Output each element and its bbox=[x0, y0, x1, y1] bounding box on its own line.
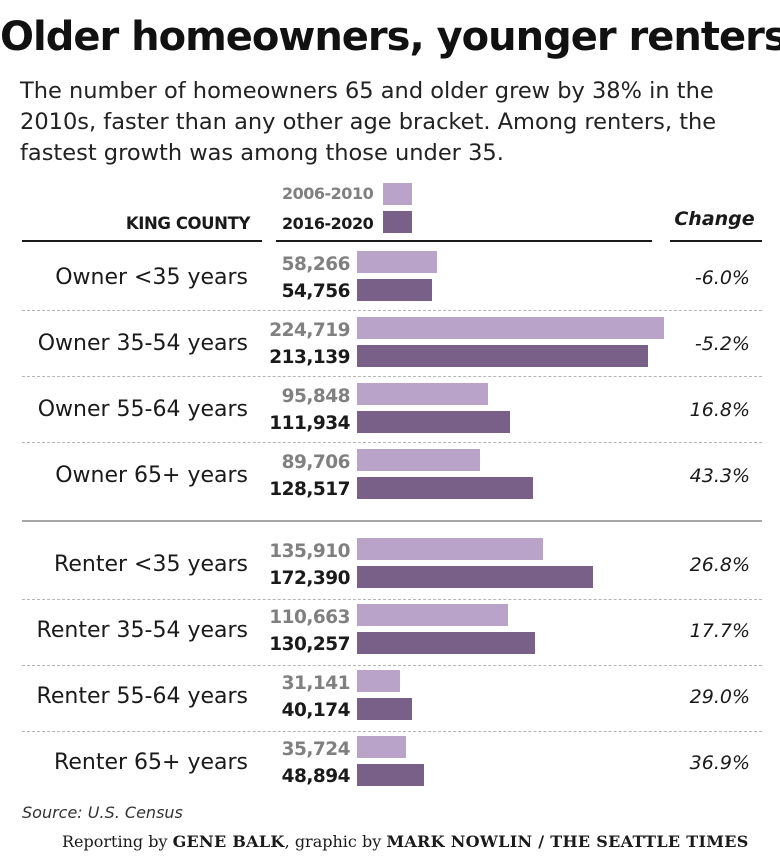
category-label: Renter <35 years bbox=[54, 552, 248, 577]
change-value: -6.0% bbox=[694, 267, 750, 289]
change-value: 26.8% bbox=[689, 554, 750, 576]
value-label-2016-2020: 111,934 bbox=[269, 413, 350, 434]
source-note: Source: U.S. Census bbox=[22, 803, 183, 822]
row-separator bbox=[22, 665, 762, 666]
header-rule-middle bbox=[276, 240, 652, 242]
reporter-name: GENE BALK bbox=[172, 832, 285, 851]
legend-label-2016-2020: 2016-2020 bbox=[282, 214, 374, 233]
value-label-2006-2010: 31,141 bbox=[281, 673, 351, 694]
bar-2016-2020 bbox=[357, 764, 424, 786]
change-value: 36.9% bbox=[689, 752, 750, 774]
category-label: Renter 35-54 years bbox=[36, 618, 248, 643]
category-label: Owner 55-64 years bbox=[37, 397, 248, 422]
bar-2006-2010 bbox=[357, 736, 406, 758]
change-value: 17.7% bbox=[689, 620, 750, 642]
bar-2016-2020 bbox=[357, 698, 412, 720]
chart-subtitle: The number of homeowners 65 and older gr… bbox=[20, 78, 717, 166]
row-separator bbox=[22, 310, 762, 311]
bar-2006-2010 bbox=[357, 383, 488, 405]
value-label-2006-2010: 224,719 bbox=[269, 320, 350, 341]
header-rule-left bbox=[22, 240, 262, 242]
bar-2016-2020 bbox=[357, 279, 432, 301]
row-separator bbox=[22, 731, 762, 732]
row-separator bbox=[22, 376, 762, 377]
credit-prefix: Reporting by bbox=[62, 832, 173, 851]
change-value: 16.8% bbox=[689, 399, 750, 421]
bar-2006-2010 bbox=[357, 449, 480, 471]
value-label-2016-2020: 128,517 bbox=[269, 479, 350, 500]
value-label-2016-2020: 54,756 bbox=[281, 281, 351, 302]
bar-2016-2020 bbox=[357, 411, 510, 433]
value-label-2016-2020: 172,390 bbox=[269, 568, 350, 589]
bar-2016-2020 bbox=[357, 345, 649, 367]
value-label-2016-2020: 213,139 bbox=[269, 347, 350, 368]
row-separator bbox=[22, 599, 762, 600]
group-separator bbox=[22, 520, 762, 522]
header-rule-right bbox=[670, 240, 762, 242]
category-label: Owner <35 years bbox=[55, 265, 248, 290]
category-label: Renter 65+ years bbox=[54, 750, 248, 775]
category-label: Owner 35-54 years bbox=[37, 331, 248, 356]
bar-2016-2020 bbox=[357, 566, 593, 588]
value-label-2006-2010: 135,910 bbox=[269, 541, 350, 562]
row-separator bbox=[22, 442, 762, 443]
chart-title: Older homeowners, younger renters bbox=[0, 14, 780, 60]
legend-swatch-2006-2010 bbox=[383, 183, 412, 205]
value-label-2006-2010: 110,663 bbox=[269, 607, 350, 628]
bar-2006-2010 bbox=[357, 670, 400, 692]
credit-middle: , graphic by bbox=[284, 832, 387, 851]
value-label-2006-2010: 95,848 bbox=[281, 386, 351, 407]
bar-2006-2010 bbox=[357, 604, 509, 626]
region-label: KING COUNTY bbox=[125, 214, 251, 233]
value-label-2006-2010: 58,266 bbox=[281, 254, 351, 275]
legend-swatch-2016-2020 bbox=[383, 211, 412, 233]
category-label: Owner 65+ years bbox=[55, 463, 248, 488]
change-column-header: Change bbox=[674, 208, 755, 230]
change-value: -5.2% bbox=[694, 333, 750, 355]
legend-label-2006-2010: 2006-2010 bbox=[282, 184, 374, 203]
bar-2006-2010 bbox=[357, 538, 543, 560]
category-label: Renter 55-64 years bbox=[36, 684, 248, 709]
bar-2006-2010 bbox=[357, 251, 437, 273]
graphic-credit: MARK NOWLIN / THE SEATTLE TIMES bbox=[386, 832, 749, 851]
change-value: 43.3% bbox=[689, 465, 750, 487]
value-label-2006-2010: 89,706 bbox=[281, 452, 351, 473]
credit-line: Reporting by GENE BALK, graphic by MARK … bbox=[62, 832, 749, 851]
value-label-2016-2020: 48,894 bbox=[281, 766, 351, 787]
bar-2016-2020 bbox=[357, 632, 535, 654]
bar-2006-2010 bbox=[357, 317, 664, 339]
value-label-2016-2020: 130,257 bbox=[269, 634, 350, 655]
value-label-2016-2020: 40,174 bbox=[281, 700, 351, 721]
change-value: 29.0% bbox=[689, 686, 750, 708]
bar-2016-2020 bbox=[357, 477, 533, 499]
value-label-2006-2010: 35,724 bbox=[281, 739, 351, 760]
